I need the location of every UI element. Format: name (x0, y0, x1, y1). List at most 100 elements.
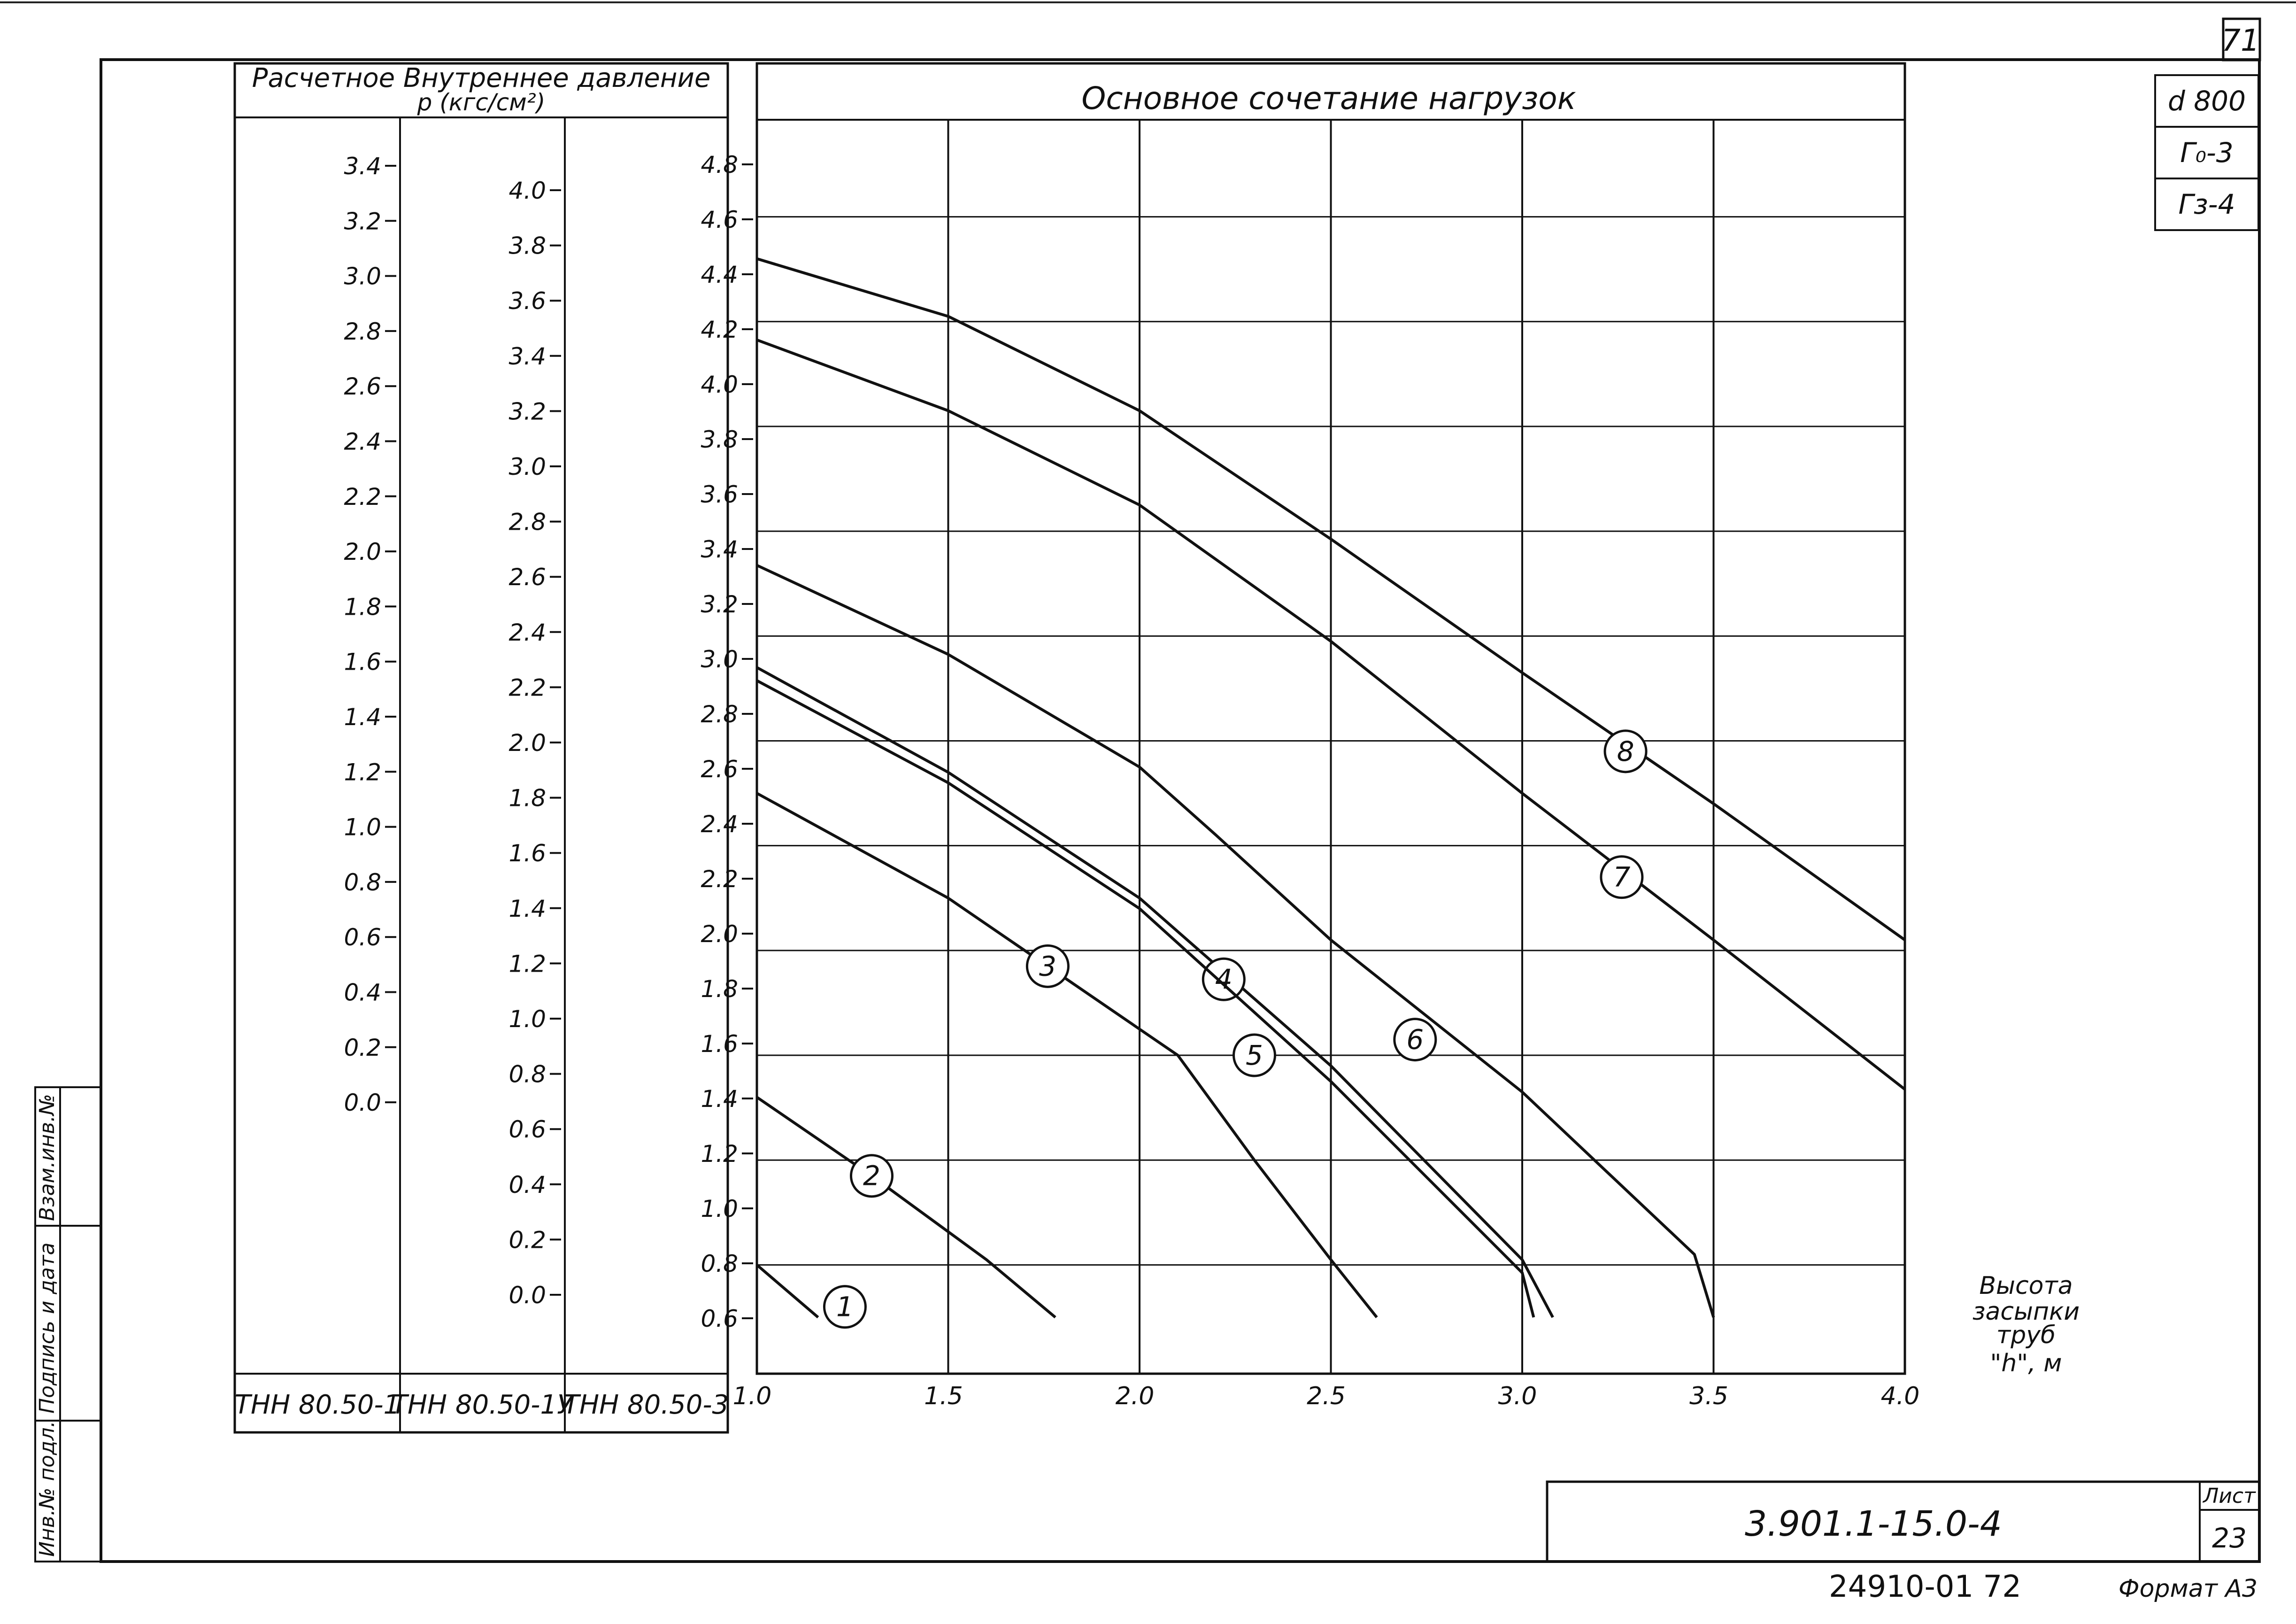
pressure-tick-label: 3.0 (701, 646, 738, 673)
page-number: 71 (2221, 23, 2259, 58)
side-stamp: Взам.инв.№ Подпись и дата Инв.№ подл. (34, 1086, 102, 1562)
curve-label-5: 5 (1246, 1039, 1263, 1071)
x-tick-label: 2.0 (1116, 1382, 1155, 1410)
drawing-frame (100, 58, 2261, 1563)
pressure-tick-label: 2.0 (701, 920, 738, 948)
pressure-tick-label: 3.0 (509, 453, 546, 480)
curve-8 (756, 257, 1906, 941)
curve-7 (756, 338, 1906, 1090)
pressure-tick-label: 2.0 (344, 538, 381, 565)
side-label-signature: Подпись и дата (35, 1243, 59, 1414)
pressure-tick-label: 0.2 (344, 1034, 381, 1061)
document-code: 3.901.1-15.0-4 (1745, 1504, 2002, 1544)
sheet-number: 23 (2212, 1522, 2247, 1554)
pressure-tick-label: 3.8 (509, 232, 546, 260)
chart-curves: 123 45 678 (756, 257, 1906, 1329)
pressure-tick-label: 3.4 (701, 536, 738, 563)
pressure-tick-label: 0.0 (509, 1282, 546, 1309)
column-name-1: ТНН 80.50-1 (235, 1390, 400, 1420)
pressure-tick-label: 1.2 (344, 758, 381, 786)
pressure-tick-label: 4.8 (701, 151, 738, 178)
sheet-label: Лист (2202, 1484, 2256, 1508)
column-name-2: ТНН 80.50-1У (392, 1390, 575, 1420)
pressure-tick-label: 2.2 (344, 483, 381, 510)
pressure-tick-label: 3.2 (344, 208, 381, 235)
curve-5 (756, 679, 1535, 1318)
pressure-tick-label: 1.6 (701, 1030, 738, 1058)
pressure-tick-label: 1.8 (701, 975, 738, 1003)
pressure-tick-label: 1.2 (701, 1140, 738, 1168)
pressure-tick-label: 0.2 (509, 1226, 546, 1253)
x-tick-label: 3.5 (1689, 1382, 1728, 1410)
pressure-column-ticks: 3.4 3.2 3.0 2.8 2.6 2.4 2.2 2.0 1.8 1.6 1.4 1.2 1.0 0… (344, 151, 753, 1332)
pressure-tick-label: 4.0 (509, 177, 546, 204)
curve-label-7: 7 (1613, 861, 1630, 893)
pressure-tick-label: 2.4 (344, 428, 381, 456)
curve-6 (756, 564, 1715, 1318)
stamp-diameter: d 800 (2168, 85, 2246, 117)
pressure-tick-label: 3.2 (509, 398, 546, 425)
page-number-box (2222, 17, 2261, 62)
pressure-tick-label: 3.8 (701, 426, 738, 453)
pressure-tick-label: 3.4 (344, 153, 381, 180)
chart-grid (757, 120, 1905, 1374)
x-tick-label: 2.5 (1307, 1382, 1346, 1410)
side-label-replacement: Взам.инв.№ (35, 1094, 59, 1221)
stamp-g0: Г₀-3 (2180, 137, 2233, 169)
pressure-tick-label: 2.0 (509, 729, 546, 757)
pressure-tick-label: 0.0 (344, 1089, 381, 1116)
archive-number: 24910-01 72 (1829, 1570, 2021, 1604)
pressure-tick-label: 0.4 (344, 979, 381, 1006)
title-block: 3.901.1-15.0-4 Лист 23 (1546, 1480, 2261, 1563)
curve-1 (756, 1264, 819, 1319)
pressure-header-line2: p (кгс/см²) (417, 89, 546, 116)
pressure-tick-label: 1.4 (701, 1085, 738, 1113)
pressure-tick-label: 2.8 (344, 318, 381, 345)
side-label-inventory: Инв.№ подл. (35, 1421, 59, 1557)
curve-label-3: 3 (1039, 950, 1056, 982)
curve-marker-3 (1025, 944, 1070, 988)
pressure-tick-label: 4.0 (701, 371, 738, 398)
x-tick-labels: 1.0 1.5 2.0 2.5 3.0 3.5 4.0 (733, 1382, 1920, 1410)
curve-2 (756, 1096, 1056, 1319)
pressure-tick-label: 4.6 (701, 206, 738, 233)
curve-marker-1 (823, 1285, 867, 1329)
chart-title: Основное сочетание нагрузок (1081, 80, 1576, 116)
stamp-box: d 800 Г₀-3 Гз-4 (2154, 74, 2259, 231)
pressure-tick-label: 0.8 (509, 1061, 546, 1088)
pressure-tick-label: 2.4 (509, 619, 546, 646)
pressure-tick-label: 1.6 (344, 649, 381, 676)
pressure-tick-label: 4.4 (701, 261, 738, 288)
pressure-tick-label: 3.6 (701, 481, 738, 508)
curve-marker-4 (1202, 957, 1246, 1001)
pressure-tick-label: 1.8 (509, 785, 546, 812)
pressure-tick-label: 3.6 (509, 287, 546, 315)
pressure-tick-label: 1.2 (509, 950, 546, 977)
pressure-tick-label: 1.4 (509, 895, 546, 922)
stamp-gz: Гз-4 (2179, 188, 2235, 220)
pressure-header-line1: Расчетное Внутреннее давление (252, 63, 711, 93)
pressure-tick-label: 2.8 (509, 509, 546, 536)
curve-marker-8 (1603, 729, 1648, 773)
curve-label-1: 1 (836, 1291, 854, 1323)
pressure-tick-label: 0.8 (344, 869, 381, 896)
x-tick-label: 1.5 (924, 1382, 963, 1410)
pressure-tick-label: 1.6 (509, 840, 546, 867)
curve-marker-5 (1233, 1033, 1276, 1077)
pressure-tick-label: 0.6 (701, 1305, 738, 1332)
curve-label-8: 8 (1617, 735, 1634, 767)
x-tick-label: 4.0 (1881, 1382, 1920, 1410)
x-label-line1: Высота (1979, 1272, 2073, 1300)
x-label-line2: засыпки (1972, 1298, 2080, 1326)
pressure-tick-label: 2.6 (344, 373, 381, 400)
chart: Основное сочетание нагрузок 1.0 1.5 2.0 2.5… (733, 62, 2080, 1410)
curve-marker-2 (850, 1154, 894, 1198)
x-label-line4: "h", м (1990, 1349, 2062, 1377)
pressure-tick-label: 2.2 (509, 674, 546, 701)
curve-label-2: 2 (863, 1160, 880, 1192)
format-label: Формат А3 (2119, 1575, 2257, 1603)
curve-marker-6 (1393, 1018, 1437, 1062)
pressure-tick-label: 0.6 (509, 1116, 546, 1143)
